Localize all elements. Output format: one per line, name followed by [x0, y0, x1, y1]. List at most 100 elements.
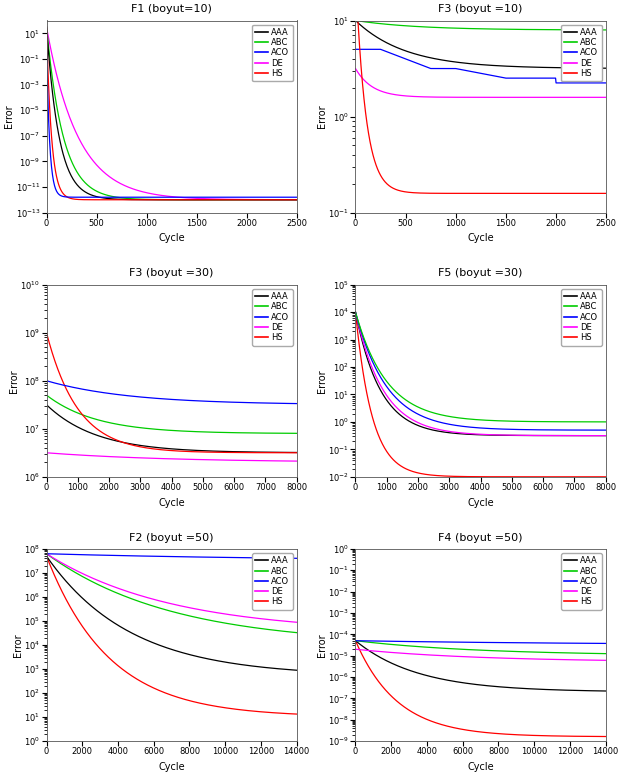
Line: AAA: AAA [47, 556, 297, 670]
DE [174, 601, 181, 610]
DE [161, 191, 169, 200]
ABC [293, 428, 300, 438]
AAA [293, 666, 300, 675]
HS [470, 189, 478, 198]
HS [567, 472, 574, 481]
ABC [554, 648, 562, 657]
Title: F5 (boyut =30): F5 (boyut =30) [439, 268, 523, 279]
ABC [43, 23, 50, 32]
HS [541, 472, 549, 481]
DE [352, 307, 359, 317]
HS [245, 706, 253, 715]
DE [602, 431, 609, 440]
DE [472, 92, 480, 102]
ACO [245, 553, 253, 563]
HS [467, 726, 475, 736]
Line: AAA: AAA [356, 312, 606, 435]
AAA [289, 665, 297, 674]
ACO [258, 398, 265, 407]
Title: F3 (boyut =30): F3 (boyut =30) [130, 268, 214, 279]
ACO [438, 637, 445, 646]
ACO [412, 637, 420, 646]
Legend: AAA, ABC, ACO, DE, HS: AAA, ABC, ACO, DE, HS [561, 553, 602, 610]
ABC [129, 594, 136, 604]
ACO [541, 425, 549, 435]
X-axis label: Cycle: Cycle [158, 234, 185, 244]
Line: AAA: AAA [47, 405, 297, 452]
ABC [103, 584, 111, 594]
AAA [293, 195, 300, 204]
ABC [245, 622, 253, 632]
HS [487, 189, 495, 198]
HS [596, 189, 604, 198]
ACO [483, 638, 490, 647]
AAA [58, 413, 65, 422]
Y-axis label: Error: Error [317, 105, 327, 128]
AAA [412, 668, 420, 677]
AAA [352, 307, 359, 317]
DE [163, 192, 171, 201]
ACO [249, 192, 256, 202]
DE [258, 456, 265, 466]
ABC [232, 428, 240, 438]
ACO [598, 639, 606, 648]
ACO [602, 78, 609, 88]
ABC [501, 25, 508, 34]
ABC [352, 16, 359, 25]
DE [103, 580, 111, 589]
HS [293, 448, 300, 457]
ACO [162, 192, 169, 202]
Y-axis label: Error: Error [4, 105, 14, 128]
ACO [567, 425, 574, 435]
ABC [557, 25, 564, 34]
HS [511, 472, 518, 481]
Legend: AAA, ABC, ACO, DE, HS: AAA, ABC, ACO, DE, HS [252, 553, 293, 610]
DE [188, 455, 196, 464]
DE [503, 431, 511, 440]
HS [602, 472, 609, 481]
AAA [602, 686, 609, 695]
ACO [188, 396, 196, 405]
HS [178, 195, 186, 204]
ABC [178, 195, 186, 204]
ACO [352, 307, 359, 317]
ACO [487, 71, 495, 80]
AAA [470, 60, 478, 69]
ABC [598, 649, 606, 658]
AAA [202, 446, 209, 456]
ABC [352, 636, 359, 646]
ABC [470, 24, 478, 33]
ABC [472, 24, 480, 33]
HS [194, 447, 202, 456]
ACO [352, 636, 359, 646]
HS [483, 728, 490, 737]
HS [503, 472, 511, 481]
DE [602, 656, 609, 665]
AAA [258, 448, 265, 457]
HS [174, 693, 181, 702]
DE [501, 92, 508, 102]
ABC [438, 643, 445, 653]
ABC [58, 400, 65, 410]
ACO [352, 45, 359, 54]
AAA [554, 685, 562, 695]
X-axis label: Cycle: Cycle [467, 762, 494, 772]
HS [43, 23, 50, 32]
ABC [602, 417, 609, 427]
ACO [164, 192, 171, 202]
X-axis label: Cycle: Cycle [158, 497, 185, 508]
AAA [163, 195, 171, 204]
Line: ABC: ABC [47, 395, 297, 433]
DE [293, 618, 300, 627]
ACO [43, 41, 50, 50]
ABC [596, 26, 604, 35]
AAA [438, 674, 445, 684]
AAA [194, 446, 202, 456]
HS [232, 448, 240, 457]
Line: ACO: ACO [356, 312, 606, 430]
DE [497, 431, 505, 440]
DE [596, 92, 604, 102]
ABC [158, 604, 166, 613]
ABC [174, 608, 181, 618]
AAA [497, 431, 505, 440]
